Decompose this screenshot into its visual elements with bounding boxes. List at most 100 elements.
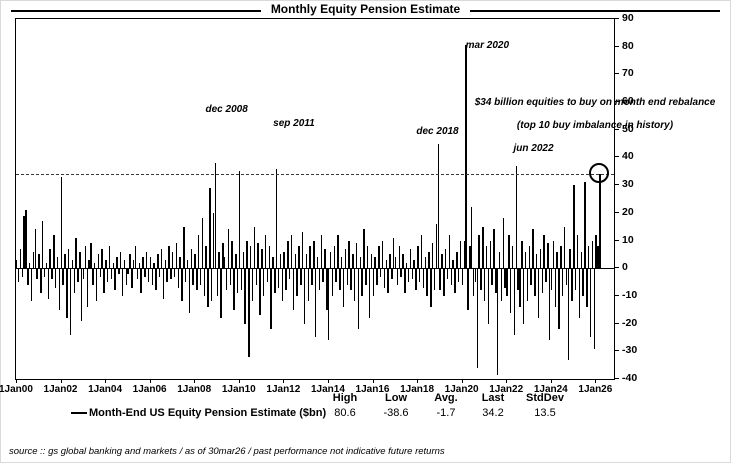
bar [537,268,540,319]
bar [487,268,490,324]
bar [190,248,192,269]
x-axis-label: 1Jan00 [0,384,33,395]
y-axis-label: 10 [622,233,634,246]
bar [588,246,590,269]
bar [225,268,228,291]
bar [324,248,326,269]
bar [287,240,289,269]
bar [97,254,100,269]
bar [56,257,59,269]
bar [99,268,101,277]
bar [339,268,341,291]
bar [292,268,295,310]
chart-title-text: Monthly Equity Pension Estimate [260,2,471,16]
bar [472,268,475,296]
bar [244,268,246,324]
x-axis-tick [595,379,597,383]
bar [147,268,150,283]
bar [17,268,20,283]
bar [75,237,77,269]
bar [133,259,135,269]
bar [552,240,555,269]
annotation-label: mar 2020 [465,40,510,52]
legend-line-swatch [71,412,87,415]
bar [348,240,350,269]
stats-header-high: High [332,392,358,404]
bar [400,268,402,277]
bar [201,218,204,269]
x-axis-label: 1Jan24 [533,384,568,395]
bar [428,251,430,269]
bar [504,268,506,288]
y-axis-label: 90 [622,12,634,24]
bar [175,243,178,269]
x-axis-tick [105,379,107,383]
bar [29,262,31,269]
bar [519,268,521,307]
bar [110,268,113,280]
bar [342,268,345,307]
bar [268,246,270,269]
bar [337,235,339,269]
bar [136,268,139,280]
bar [467,268,469,310]
x-axis-tick [238,379,240,383]
bar [311,268,313,285]
bar [151,268,153,285]
bar [45,262,48,269]
bar [329,251,332,269]
bar [134,246,137,269]
bar [212,212,215,269]
bar [452,259,454,269]
bar [86,268,88,307]
stats-value-last: 34.2 [482,407,504,419]
bar [153,262,155,269]
bar [497,268,499,376]
bar [285,268,287,291]
bar [121,268,124,296]
bar [307,268,309,302]
bar [77,268,79,283]
bar [276,168,278,269]
stats-header-avg: Avg. [434,392,458,404]
bar [142,257,144,269]
bar [25,210,27,269]
bar [498,251,501,269]
x-axis-tick [550,379,552,383]
bar [172,251,174,269]
bar [257,243,259,269]
bar [53,235,55,269]
bar [101,248,103,269]
bar [266,268,269,283]
bar [489,240,491,269]
stats-header-last: Last [481,392,505,404]
bar [415,268,417,291]
bar [322,268,324,283]
bar [578,268,581,319]
bar [125,268,127,285]
bar [294,254,296,269]
bar [129,254,131,269]
bar [417,246,419,269]
bar [521,240,523,269]
x-axis-label: 1Jan06 [132,384,167,395]
bar [432,243,434,269]
bar [396,268,399,285]
x-axis-label: 1Jan02 [43,384,78,395]
bar [530,268,532,285]
bar [524,251,527,269]
bar [328,268,330,341]
bar [157,254,159,269]
bar [560,246,562,269]
stats-value-low: -38.6 [383,407,409,419]
y-axis-tick [614,378,619,379]
bar [27,268,29,285]
y-axis-tick [614,350,619,352]
stats-header-stddev: StdDev [526,392,564,404]
bar [335,268,337,283]
bar [62,268,64,285]
bar [203,268,205,296]
bar [406,262,408,269]
bar [103,268,105,294]
bar [105,259,107,269]
